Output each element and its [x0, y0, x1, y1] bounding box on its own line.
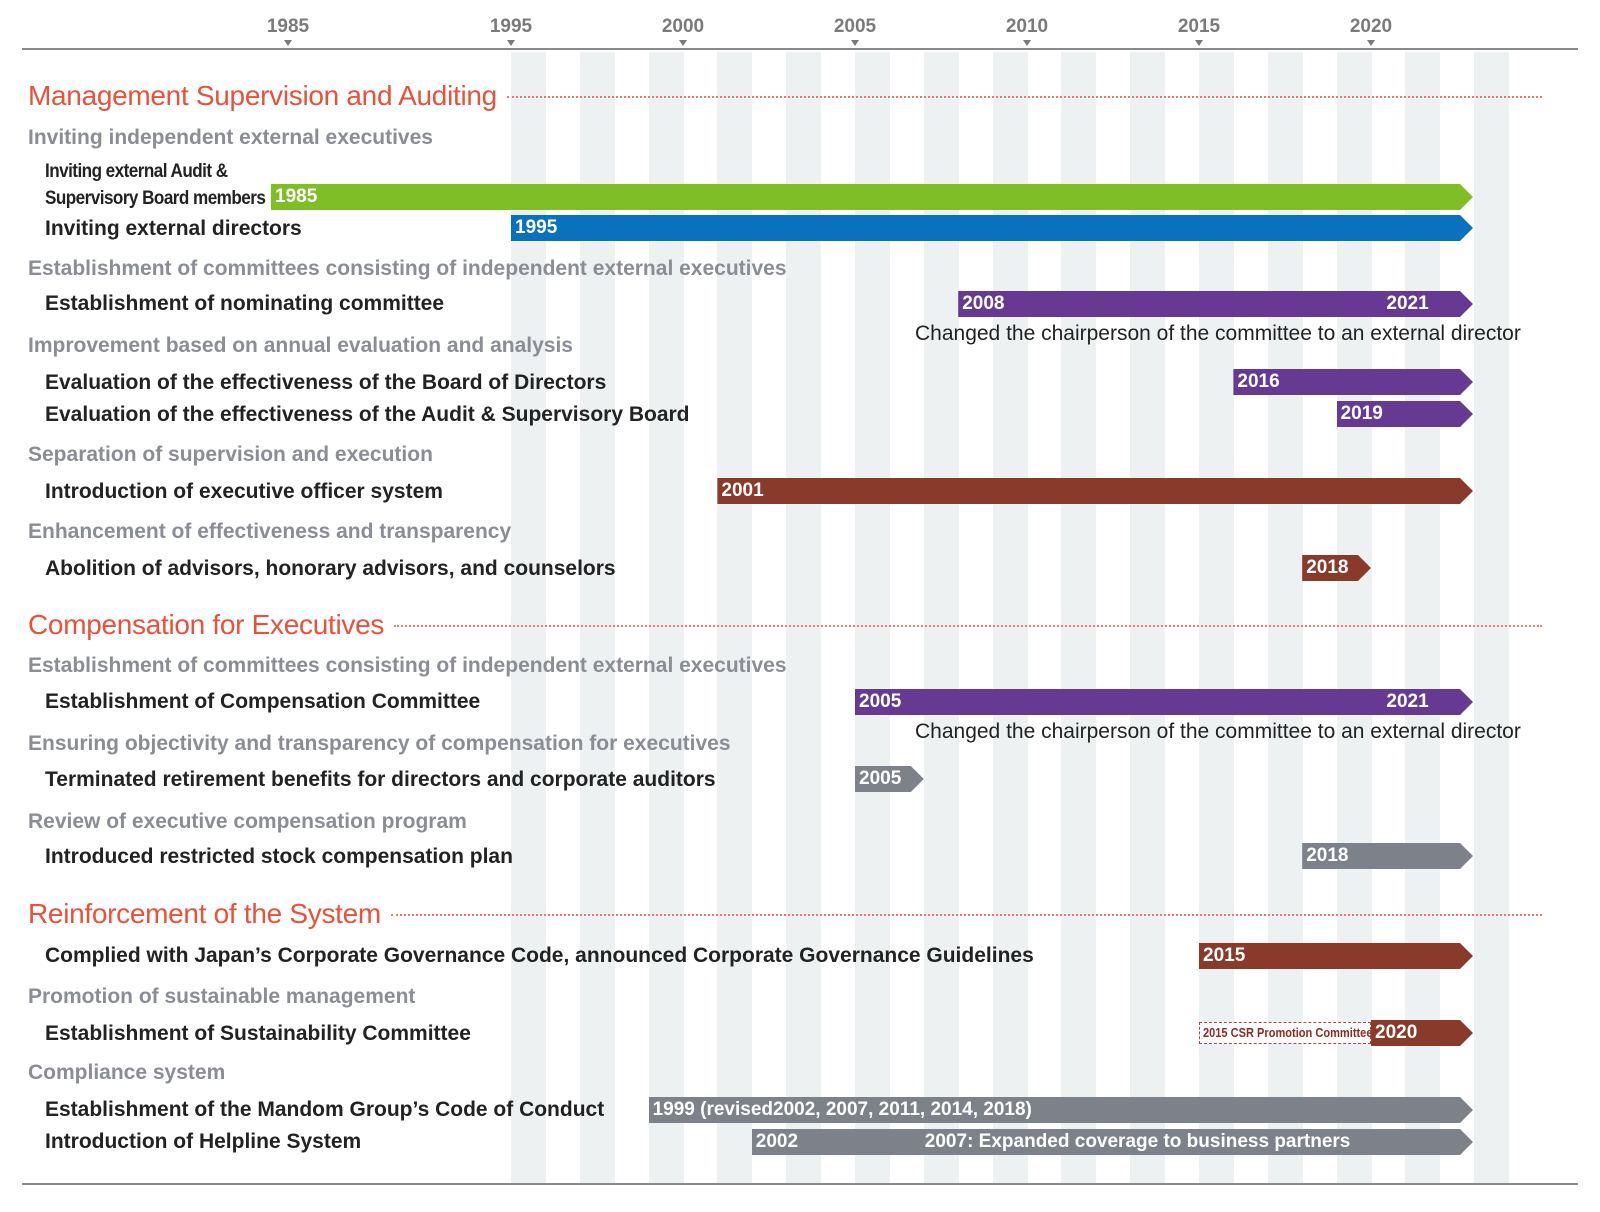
item-label: Inviting external Audit & Supervisory Bo…	[45, 161, 266, 209]
bar-start-label: 2019	[1340, 403, 1383, 424]
bar-mid-label: 2007: Expanded coverage to business part…	[924, 1131, 1351, 1152]
group-heading: Review of executive compensation program	[28, 810, 467, 833]
item-label: Establishment of Compensation Committee	[45, 690, 481, 713]
timeline-bar	[752, 1129, 1473, 1155]
group-heading: Establishment of committees consisting o…	[28, 257, 787, 280]
group-heading: Establishment of committees consisting o…	[28, 654, 787, 677]
group-heading: Improvement based on annual evaluation a…	[28, 334, 573, 357]
group-heading: Inviting independent external executives	[28, 126, 433, 149]
bar-start-label: 2005	[859, 768, 902, 789]
item-label: Introduction of Helpline System	[45, 1130, 362, 1153]
timeline-bar	[958, 291, 1473, 317]
item-label: Evaluation of the effectiveness of the A…	[45, 403, 690, 426]
x-tick-marker	[284, 40, 292, 46]
year-stripe	[1474, 52, 1510, 1184]
predecessor-label: 2015 CSR Promotion Committee	[1203, 1025, 1373, 1040]
item-label: Introduction of executive officer system	[45, 480, 443, 503]
group-heading: Compliance system	[28, 1061, 226, 1084]
timeline-bar	[855, 689, 1473, 715]
timeline-bar	[511, 215, 1473, 241]
timeline-bar	[1199, 943, 1473, 969]
x-tick-marker	[1195, 40, 1203, 46]
timeline-bar	[1233, 369, 1473, 395]
timeline-bar	[649, 1097, 1473, 1123]
x-tick-marker	[851, 40, 859, 46]
section-title: Reinforcement of the System	[28, 898, 381, 929]
timeline-bar	[1302, 555, 1371, 581]
bar-start-label: 1995	[515, 217, 558, 238]
timeline-bar	[1337, 401, 1473, 427]
item-label: Establishment of the Mandom Group’s Code…	[45, 1098, 605, 1121]
section-title: Management Supervision and Auditing	[28, 80, 497, 111]
item-label: Abolition of advisors, honorary advisors…	[45, 557, 616, 580]
x-tick-label: 2000	[661, 16, 705, 37]
x-tick-label: 2005	[833, 16, 877, 37]
x-tick-marker	[507, 40, 515, 46]
predecessor-box	[1199, 1022, 1371, 1044]
group-heading: Separation of supervision and execution	[28, 443, 433, 466]
item-label: Evaluation of the effectiveness of the B…	[45, 371, 607, 394]
bar-start-label: 2018	[1306, 845, 1349, 866]
x-tick-label: 1985	[266, 16, 310, 37]
bar-start-label: 2015	[1203, 945, 1246, 966]
bar-start-label: 1999 (revised2002, 2007, 2011, 2014, 201…	[652, 1099, 1032, 1120]
item-label: Terminated retirement benefits for direc…	[45, 768, 716, 791]
bar-start-label: 2002	[755, 1131, 799, 1152]
section-divider	[394, 625, 1542, 627]
bar-note: Changed the chairperson of the committee…	[915, 720, 1521, 743]
group-heading: Enhancement of effectiveness and transpa…	[28, 520, 512, 543]
section-divider	[391, 914, 1542, 916]
timeline-bar	[855, 766, 924, 792]
x-tick-label: 1995	[489, 16, 533, 37]
item-label: Complied with Japan’s Corporate Governan…	[45, 944, 1034, 967]
x-tick-marker	[679, 40, 687, 46]
timeline-bar	[271, 184, 1473, 210]
timeline-bar	[1371, 1020, 1473, 1046]
bar-start-label: 2005	[859, 691, 902, 712]
bar-note: Changed the chairperson of the committee…	[915, 322, 1521, 345]
axis-line-bottom	[22, 1183, 1578, 1185]
group-heading: Ensuring objectivity and transparency of…	[28, 732, 731, 755]
section-divider	[507, 96, 1542, 98]
item-label: Introduced restricted stock compensation…	[45, 845, 513, 868]
group-heading: Promotion of sustainable management	[28, 985, 416, 1008]
bar-end-label: 2021	[1386, 293, 1429, 314]
bar-start-label: 1985	[275, 186, 318, 207]
axis-line-top	[22, 48, 1578, 50]
x-tick-marker	[1367, 40, 1375, 46]
timeline-bar	[717, 478, 1473, 504]
item-label: Establishment of Sustainability Committe…	[45, 1022, 471, 1045]
section-title: Compensation for Executives	[28, 609, 385, 640]
bar-end-label: 2021	[1386, 691, 1429, 712]
x-tick-marker	[1023, 40, 1031, 46]
bar-start-label: 2020	[1375, 1022, 1418, 1043]
x-tick-label: 2010	[1005, 16, 1049, 37]
x-tick-label: 2020	[1349, 16, 1393, 37]
bar-start-label: 2001	[721, 480, 764, 501]
bar-start-label: 2018	[1306, 557, 1349, 578]
timeline-bar	[1302, 843, 1473, 869]
bar-start-label: 2008	[962, 293, 1005, 314]
item-label: Inviting external directors	[45, 217, 302, 240]
item-label: Establishment of nominating committee	[45, 292, 445, 315]
x-tick-label: 2015	[1177, 16, 1221, 37]
bar-start-label: 2016	[1237, 371, 1280, 392]
